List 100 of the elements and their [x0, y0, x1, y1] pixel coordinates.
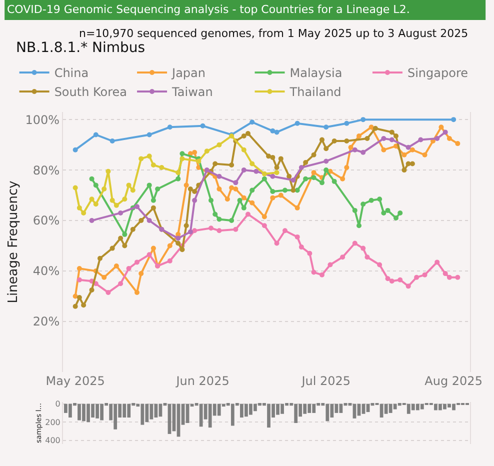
point	[130, 188, 136, 193]
point	[262, 176, 267, 182]
point	[118, 236, 124, 241]
point	[394, 133, 398, 138]
point	[208, 226, 214, 231]
point	[282, 188, 288, 193]
point	[385, 276, 390, 282]
point	[110, 246, 115, 251]
point	[398, 210, 403, 216]
legend-label: Malaysia	[290, 66, 342, 80]
point	[434, 136, 440, 141]
point	[76, 205, 82, 210]
point	[146, 252, 152, 258]
point	[442, 271, 448, 276]
point	[176, 240, 181, 246]
point	[216, 174, 222, 179]
point	[344, 165, 350, 170]
point	[298, 244, 304, 250]
point	[110, 198, 115, 203]
text: COVID-19 Genomic Sequencing analysis - top Countries for a Lineage L2.	[7, 3, 410, 16]
point	[246, 212, 250, 217]
point	[89, 218, 94, 224]
point	[372, 126, 378, 131]
legend-label: Singapore	[407, 66, 468, 80]
point	[270, 189, 276, 194]
point	[352, 208, 358, 213]
y-tick-label: 20%	[32, 314, 60, 329]
point	[303, 160, 308, 165]
point	[114, 202, 119, 208]
point	[250, 188, 255, 193]
point	[241, 195, 246, 200]
point	[282, 228, 288, 234]
point	[311, 170, 316, 176]
point	[130, 226, 136, 232]
point	[332, 138, 337, 144]
point	[451, 117, 456, 122]
point	[364, 254, 370, 260]
point	[298, 165, 304, 170]
point	[98, 256, 102, 261]
point	[192, 189, 198, 194]
point	[324, 168, 329, 173]
point	[110, 138, 115, 144]
point	[307, 250, 312, 256]
point	[418, 137, 424, 142]
point	[184, 182, 189, 188]
point	[180, 151, 185, 156]
point	[81, 210, 86, 216]
point	[270, 174, 276, 179]
point	[93, 132, 98, 138]
point	[422, 272, 428, 278]
point	[442, 130, 448, 135]
point	[134, 204, 140, 210]
x-tick-label: Jun 2025	[175, 374, 230, 388]
point	[254, 168, 259, 174]
point	[356, 223, 362, 228]
point	[364, 136, 370, 141]
point	[344, 138, 350, 144]
point	[126, 266, 132, 271]
point	[150, 205, 156, 210]
point	[167, 258, 172, 264]
point	[368, 198, 374, 203]
x-tick-label: Aug 2025	[424, 374, 482, 388]
point	[352, 240, 358, 246]
point	[274, 130, 280, 135]
point	[241, 133, 246, 138]
point	[229, 218, 234, 224]
point	[381, 210, 386, 216]
point	[402, 168, 407, 173]
point	[328, 262, 333, 268]
point	[89, 196, 94, 202]
point	[278, 192, 284, 198]
point	[360, 246, 366, 251]
point	[348, 144, 354, 150]
point	[118, 281, 124, 286]
point	[360, 150, 366, 155]
y-tick-label: 0	[55, 400, 60, 409]
y-tick-label: 60%	[32, 214, 60, 228]
point	[340, 254, 346, 260]
point	[233, 186, 238, 192]
point	[320, 137, 324, 142]
point	[180, 247, 185, 252]
point	[76, 266, 82, 271]
point	[184, 223, 189, 228]
point	[224, 196, 230, 202]
point	[200, 123, 206, 128]
point	[176, 236, 181, 241]
point	[114, 263, 119, 268]
point	[72, 147, 78, 152]
point	[270, 154, 276, 160]
point	[159, 165, 164, 170]
point	[237, 198, 242, 203]
point	[241, 168, 246, 173]
point	[385, 208, 390, 213]
point	[146, 218, 152, 224]
point	[126, 182, 132, 188]
point	[81, 302, 86, 308]
point	[389, 137, 394, 142]
point	[294, 234, 300, 240]
point	[89, 176, 94, 182]
point	[262, 223, 267, 228]
